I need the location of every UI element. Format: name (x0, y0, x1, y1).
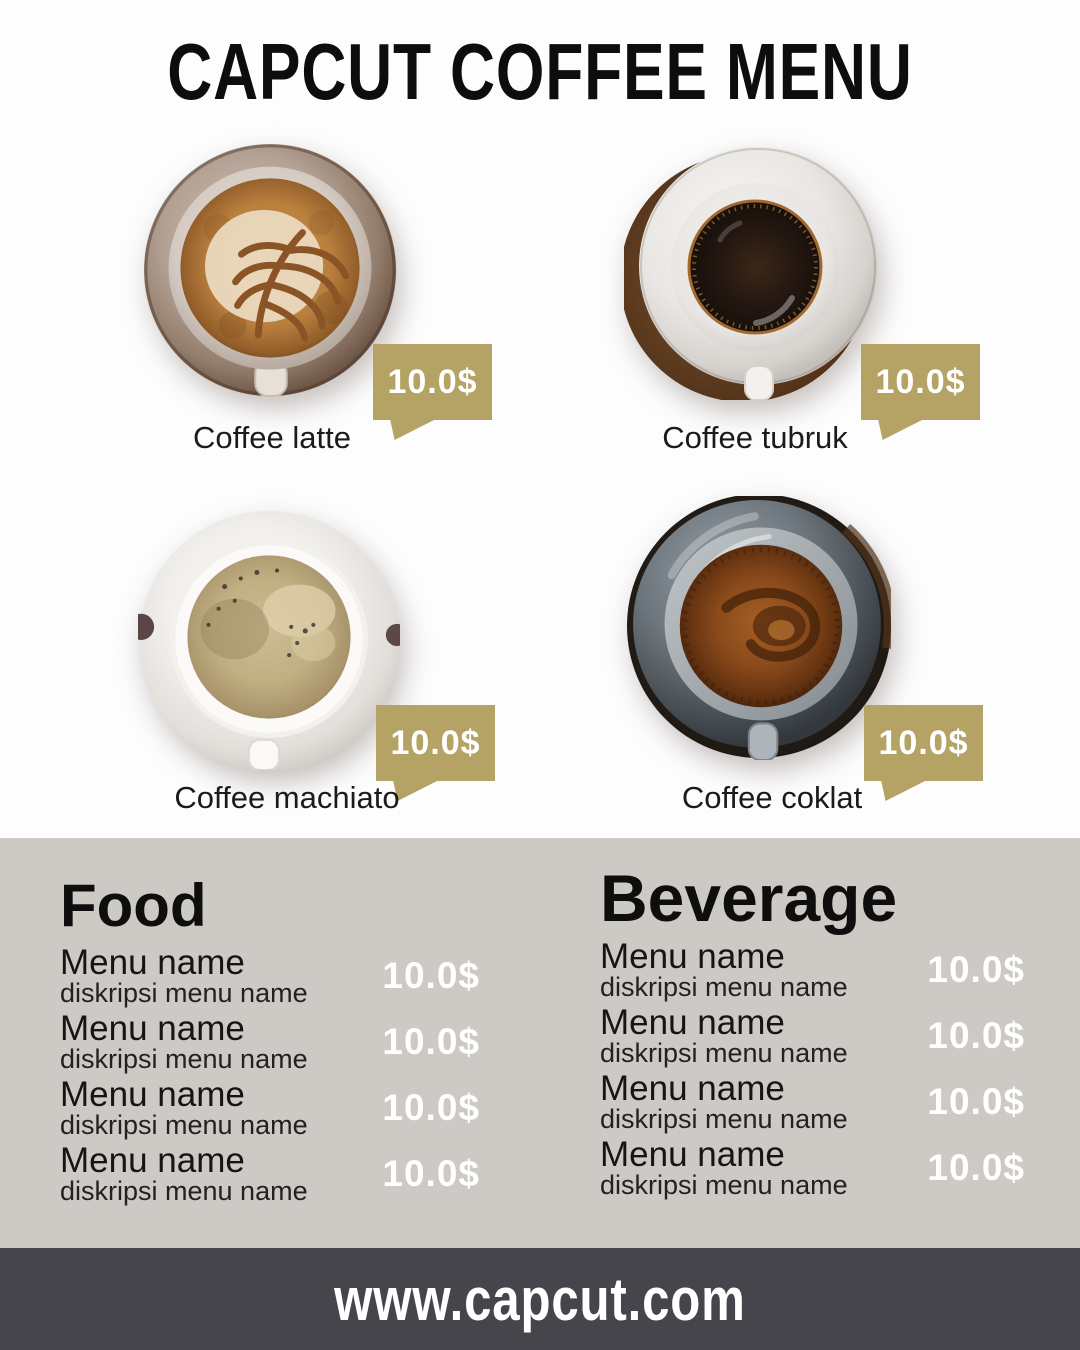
price-tag: 10.0$ (861, 344, 980, 420)
menu-item-text: Menu name diskripsi menu name (600, 1135, 848, 1201)
menu-item-desc: diskripsi menu name (60, 978, 308, 1008)
menu-item-text: Menu name diskripsi menu name (60, 1009, 308, 1074)
price-tag: 10.0$ (376, 705, 495, 781)
menu-item: Menu name diskripsi menu name 10.0$ (600, 937, 1025, 1003)
menu-item-price: 10.0$ (382, 1020, 480, 1062)
cup-label-tubruk: Coffee tubruk (662, 420, 848, 455)
menu-item-name: Menu name (600, 937, 785, 977)
coffee-latte-photo (143, 143, 397, 398)
menu-item: Menu name diskripsi menu name 10.0$ (60, 1075, 480, 1140)
menu-item-desc: diskripsi menu name (600, 972, 848, 1003)
price-text: 10.0$ (878, 723, 969, 762)
price-tag: 10.0$ (864, 705, 983, 781)
menu-item-price: 10.0$ (382, 1152, 480, 1194)
menu-item-name: Menu name (60, 1141, 245, 1180)
menu-item: Menu name diskripsi menu name 10.0$ (600, 1135, 1025, 1201)
menu-item: Menu name diskripsi menu name 10.0$ (60, 1141, 480, 1206)
menu-item-text: Menu name diskripsi menu name (60, 943, 308, 1008)
menu-item-name: Menu name (600, 1003, 785, 1043)
menu-item-name: Menu name (600, 1069, 785, 1109)
beverage-heading: Beverage (600, 861, 898, 935)
website-url: www.capcut.com (334, 1265, 746, 1333)
price-text: 10.0$ (875, 362, 966, 401)
menu-item-price: 10.0$ (382, 1086, 480, 1128)
food-heading: Food (60, 872, 207, 939)
menu-item-desc: diskripsi menu name (600, 1170, 848, 1201)
menu-item: Menu name diskripsi menu name 10.0$ (600, 1069, 1025, 1135)
menu-item-name: Menu name (60, 1009, 245, 1048)
menu-item: Menu name diskripsi menu name 10.0$ (60, 1009, 480, 1074)
menu-item-price: 10.0$ (382, 954, 480, 996)
coffee-tubruk-photo (624, 147, 877, 400)
menu-item-price: 10.0$ (927, 1146, 1025, 1188)
beverage-section: Beverage Menu name diskripsi menu name 1… (600, 861, 1025, 1203)
menu-panel: Food Menu name diskripsi menu name 10.0$… (0, 838, 1080, 1248)
coffee-machiato-photo (138, 511, 400, 770)
coffee-coklat-photo (627, 496, 891, 760)
food-section: Food Menu name diskripsi menu name 10.0$… (60, 874, 480, 1209)
menu-item-price: 10.0$ (927, 1014, 1025, 1056)
menu-item-price: 10.0$ (927, 1080, 1025, 1122)
menu-item-text: Menu name diskripsi menu name (600, 1069, 848, 1135)
price-tag: 10.0$ (373, 344, 492, 420)
menu-item-name: Menu name (60, 943, 245, 982)
menu-item-text: Menu name diskripsi menu name (600, 937, 848, 1003)
page-title: CAPCUT COFFEE MENU (167, 27, 913, 116)
menu-item: Menu name diskripsi menu name 10.0$ (60, 943, 480, 1008)
menu-item-name: Menu name (60, 1075, 245, 1114)
menu-item: Menu name diskripsi menu name 10.0$ (600, 1003, 1025, 1069)
menu-item-desc: diskripsi menu name (600, 1104, 848, 1135)
menu-item-name: Menu name (600, 1135, 785, 1175)
menu-item-desc: diskripsi menu name (60, 1110, 308, 1140)
menu-item-text: Menu name diskripsi menu name (600, 1003, 848, 1069)
menu-item-text: Menu name diskripsi menu name (60, 1075, 308, 1140)
cup-label-latte: Coffee latte (193, 420, 351, 455)
price-text: 10.0$ (390, 723, 481, 762)
cup-label-machiato: Coffee machiato (174, 780, 400, 815)
cup-label-coklat: Coffee coklat (681, 780, 863, 815)
menu-item-text: Menu name diskripsi menu name (60, 1141, 308, 1206)
menu-item-desc: diskripsi menu name (60, 1176, 308, 1206)
menu-item-price: 10.0$ (927, 948, 1025, 990)
menu-item-desc: diskripsi menu name (600, 1038, 848, 1069)
footer-bar: www.capcut.com (0, 1248, 1080, 1350)
price-text: 10.0$ (387, 362, 478, 401)
menu-item-desc: diskripsi menu name (60, 1044, 308, 1074)
